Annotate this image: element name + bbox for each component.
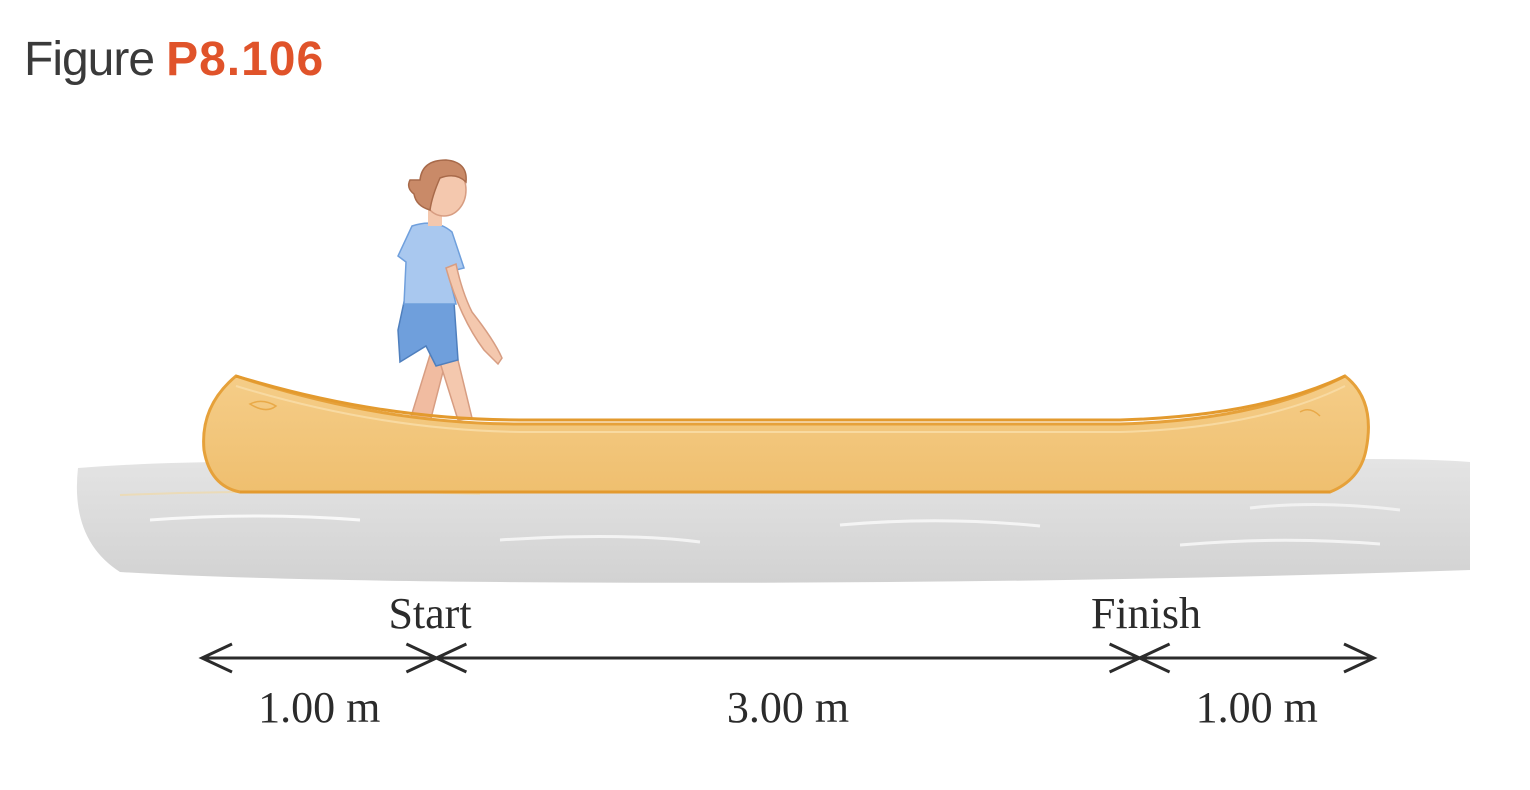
shorts — [397, 301, 459, 367]
hair — [407, 159, 467, 211]
dimension-arrow-middle — [432, 642, 1144, 674]
dimension-arrow-left — [198, 642, 440, 674]
start-label: Start — [388, 589, 471, 638]
figure-title: Figure P8.106 — [24, 36, 324, 84]
canoe — [202, 374, 1370, 494]
dimension-label-middle: 3.00 m — [727, 683, 849, 732]
dimension-arrow-right — [1136, 642, 1378, 674]
figure-label: Figure — [24, 33, 155, 86]
dimension-lines — [198, 642, 1378, 674]
figure-number: P8.106 — [166, 33, 325, 86]
shirt — [397, 222, 465, 305]
woman — [397, 159, 503, 423]
dimension-label-left: 1.00 m — [258, 683, 380, 732]
dimension-label-right: 1.00 m — [1196, 683, 1318, 732]
finish-label: Finish — [1091, 589, 1201, 638]
